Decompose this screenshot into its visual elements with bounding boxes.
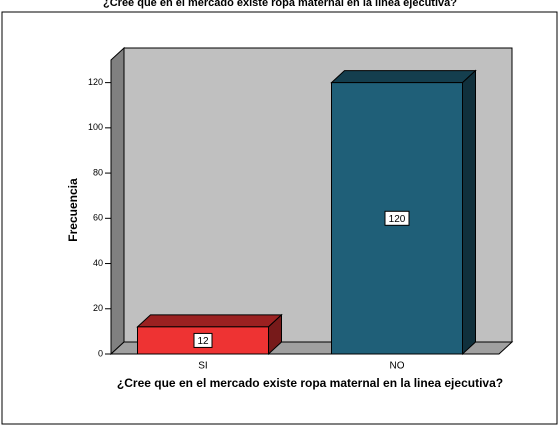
- y-tick-label: 80: [93, 167, 103, 177]
- bar-side: [462, 69, 476, 356]
- value-label: 12: [197, 336, 209, 347]
- y-tick-label: 60: [93, 213, 103, 223]
- x-tick-label: SI: [198, 361, 207, 372]
- y-tick-label: 120: [88, 77, 103, 87]
- y-tick-label: 0: [98, 348, 103, 358]
- x-axis-label: ¿Cree que en el mercado existe ropa mate…: [116, 376, 504, 390]
- bar-top: [330, 70, 477, 84]
- x-tick-label: NO: [390, 361, 405, 372]
- y-axis-label: Frecuencia: [66, 178, 80, 242]
- y-tick-label: 40: [93, 258, 103, 268]
- bar-top: [136, 314, 283, 328]
- y-tick-label: 20: [93, 303, 103, 313]
- side-wall: [110, 46, 125, 356]
- value-label: 120: [389, 214, 406, 225]
- value-label-box: [193, 332, 213, 348]
- value-label-box: [384, 210, 410, 226]
- chart-title: ¿Cree que en el mercado existe ropa mate…: [103, 0, 457, 9]
- y-tick-label: 100: [88, 122, 103, 132]
